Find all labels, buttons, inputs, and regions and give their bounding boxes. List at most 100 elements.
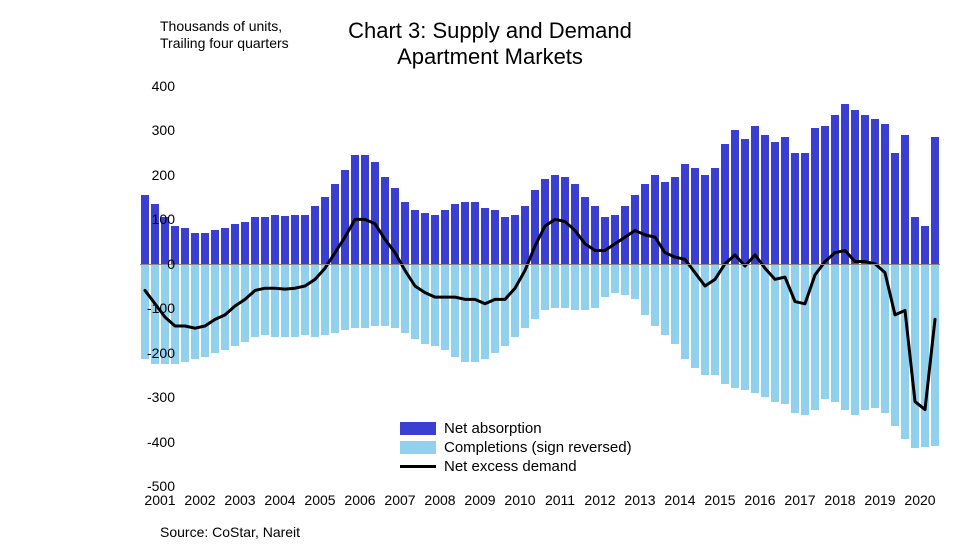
bar-net-absorption (521, 206, 529, 264)
bar-net-absorption (821, 126, 829, 264)
bar-completions (791, 264, 799, 413)
y-tick-label: -400 (120, 434, 175, 450)
bar-completions (421, 264, 429, 344)
zero-axis-line (140, 264, 940, 265)
bar-completions (571, 264, 579, 311)
bar-completions (331, 264, 339, 333)
chart-title-line1: Chart 3: Supply and Demand (348, 18, 632, 43)
x-tick-label: 2006 (344, 492, 375, 508)
bar-completions (911, 264, 919, 448)
x-tick-label: 2016 (744, 492, 775, 508)
x-tick-label: 2012 (584, 492, 615, 508)
bar-net-absorption (261, 217, 269, 264)
bar-net-absorption (501, 217, 509, 264)
y-tick-label: -300 (120, 389, 175, 405)
x-tick-label: 2018 (824, 492, 855, 508)
bar-net-absorption (461, 202, 469, 264)
bar-net-absorption (661, 182, 669, 264)
bar-net-absorption (431, 215, 439, 264)
bar-net-absorption (371, 162, 379, 264)
bar-completions (191, 264, 199, 360)
y-tick-label: 100 (120, 211, 175, 227)
bar-completions (931, 264, 939, 446)
bar-completions (281, 264, 289, 337)
bar-completions (631, 264, 639, 300)
legend-completions: Completions (sign reversed) (400, 439, 632, 456)
legend-net-excess: Net excess demand (400, 458, 632, 475)
bar-completions (921, 264, 929, 448)
bar-net-absorption (921, 226, 929, 264)
bar-net-absorption (621, 206, 629, 264)
x-tick-label: 2013 (624, 492, 655, 508)
bar-net-absorption (591, 206, 599, 264)
bar-net-absorption (851, 110, 859, 263)
bar-completions (401, 264, 409, 333)
bar-completions (251, 264, 259, 337)
bar-net-absorption (911, 217, 919, 264)
legend-swatch-completions (400, 441, 436, 454)
bar-net-absorption (181, 228, 189, 264)
bar-net-absorption (441, 210, 449, 263)
y-tick-label: 200 (120, 167, 175, 183)
bar-net-absorption (671, 177, 679, 264)
x-tick-label: 2004 (264, 492, 295, 508)
bar-completions (741, 264, 749, 391)
bar-net-absorption (861, 115, 869, 264)
bar-completions (321, 264, 329, 335)
bar-net-absorption (271, 215, 279, 264)
bar-completions (531, 264, 539, 320)
bar-completions (311, 264, 319, 337)
bar-completions (661, 264, 669, 335)
bar-completions (261, 264, 269, 335)
x-tick-label: 2009 (464, 492, 495, 508)
legend-label-completions: Completions (sign reversed) (444, 439, 632, 456)
x-tick-label: 2002 (184, 492, 215, 508)
bar-net-absorption (281, 216, 289, 264)
bar-net-absorption (841, 104, 849, 264)
bar-completions (801, 264, 809, 415)
bar-completions (891, 264, 899, 426)
bar-net-absorption (631, 195, 639, 264)
y-axis-unit-line2: Trailing four quarters (160, 35, 289, 52)
bar-net-absorption (801, 153, 809, 264)
bar-net-absorption (331, 184, 339, 264)
bar-completions (501, 264, 509, 346)
bar-completions (581, 264, 589, 311)
legend-label-net-excess: Net excess demand (444, 458, 577, 475)
bar-net-absorption (651, 175, 659, 264)
chart-title-line2: Apartment Markets (0, 44, 980, 70)
y-axis-unit-line1: Thousands of units, (160, 18, 282, 34)
bar-net-absorption (211, 230, 219, 263)
x-tick-label: 2003 (224, 492, 255, 508)
bar-completions (851, 264, 859, 415)
y-tick-label: 0 (120, 256, 175, 272)
bar-completions (601, 264, 609, 297)
y-tick-label: -100 (120, 300, 175, 316)
bar-completions (831, 264, 839, 402)
bar-completions (541, 264, 549, 311)
bar-completions (811, 264, 819, 411)
bar-net-absorption (341, 170, 349, 263)
bar-net-absorption (581, 197, 589, 264)
bar-completions (641, 264, 649, 315)
bar-completions (611, 264, 619, 293)
bar-completions (761, 264, 769, 397)
bar-completions (341, 264, 349, 331)
bar-net-absorption (881, 124, 889, 264)
bar-completions (241, 264, 249, 342)
x-tick-label: 2010 (504, 492, 535, 508)
bar-net-absorption (681, 164, 689, 264)
bar-net-absorption (721, 144, 729, 264)
bar-completions (751, 264, 759, 393)
bar-completions (521, 264, 529, 328)
bar-completions (271, 264, 279, 337)
bar-net-absorption (731, 130, 739, 263)
bar-completions (461, 264, 469, 362)
bar-completions (301, 264, 309, 335)
bar-completions (291, 264, 299, 337)
bar-net-absorption (691, 168, 699, 264)
bar-net-absorption (481, 208, 489, 264)
bar-net-absorption (361, 155, 369, 264)
bar-net-absorption (741, 139, 749, 263)
bar-net-absorption (811, 128, 819, 264)
